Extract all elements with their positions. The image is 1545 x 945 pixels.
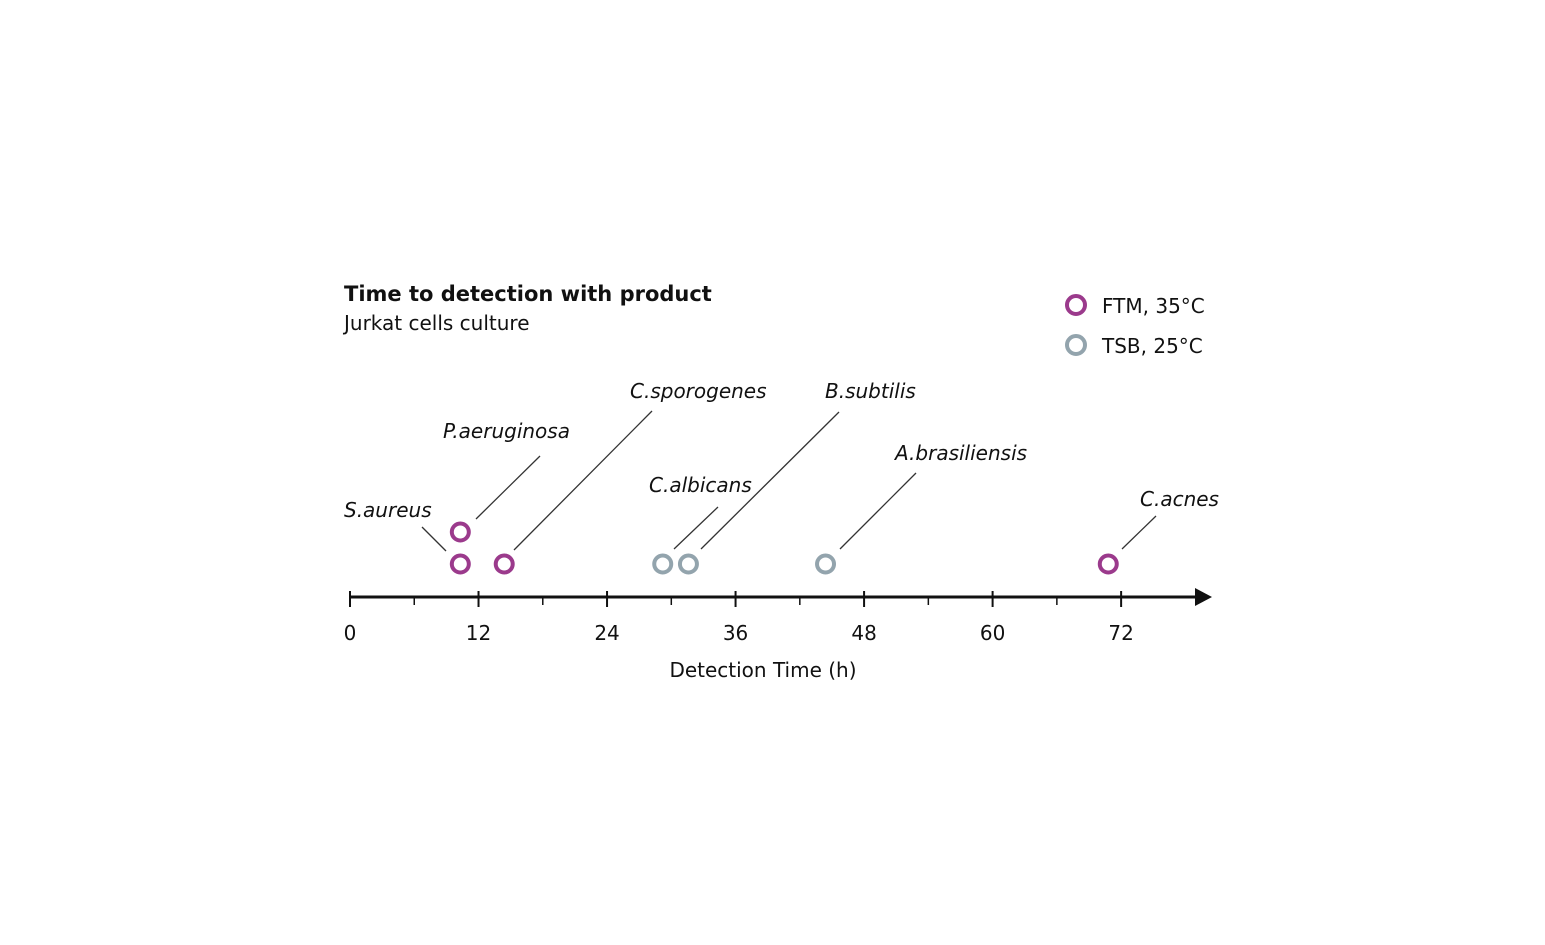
legend-label: TSB, 25°C — [1101, 334, 1203, 358]
chart-subtitle: Jurkat cells culture — [342, 311, 530, 335]
leader-line — [1121, 515, 1157, 550]
point-label: P.aeruginosa — [443, 419, 570, 443]
x-tick-label: 36 — [723, 621, 748, 645]
x-axis-title: Detection Time (h) — [669, 658, 856, 682]
x-tick-label: 24 — [594, 621, 619, 645]
leader-line — [513, 410, 653, 551]
x-tick-label: 0 — [344, 621, 357, 645]
point — [677, 553, 699, 575]
point-label: S.aureus — [344, 498, 432, 522]
point — [449, 521, 471, 543]
point-label: B.subtilis — [825, 379, 916, 403]
chart-title: Time to detection with product — [344, 282, 712, 306]
point — [815, 553, 837, 575]
point-label: C.sporogenes — [630, 379, 767, 403]
point — [1097, 553, 1119, 575]
leader-line — [673, 506, 719, 550]
legend-label: FTM, 35°C — [1102, 294, 1205, 318]
point — [652, 553, 674, 575]
legend-marker — [1065, 294, 1087, 316]
x-tick-label: 48 — [851, 621, 876, 645]
leader-line — [700, 411, 840, 550]
axis-arrow — [1195, 588, 1212, 606]
x-tick-label: 12 — [466, 621, 491, 645]
leader-line — [839, 472, 917, 550]
leader-line — [421, 526, 447, 552]
x-tick-label: 60 — [980, 621, 1005, 645]
point-label: C.albicans — [649, 473, 752, 497]
point — [449, 553, 471, 575]
point — [493, 553, 515, 575]
x-tick-label: 72 — [1108, 621, 1133, 645]
point-label: C.acnes — [1140, 487, 1219, 511]
legend-marker — [1065, 334, 1087, 356]
leader-line — [475, 455, 541, 520]
point-label: A.brasiliensis — [893, 441, 1027, 465]
